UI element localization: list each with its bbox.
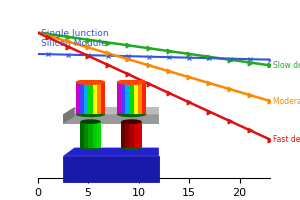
Bar: [138, 82, 142, 114]
Bar: [129, 82, 134, 114]
Bar: [97, 122, 101, 148]
Bar: [76, 82, 80, 114]
Polygon shape: [63, 107, 159, 114]
Bar: [80, 82, 84, 114]
Text: Moderate degra...: Moderate degra...: [273, 97, 300, 106]
Bar: [101, 82, 105, 114]
Text: Fast degradation: Fast degradation: [273, 135, 300, 144]
Ellipse shape: [121, 119, 142, 124]
Bar: [80, 122, 84, 148]
Bar: [121, 122, 125, 148]
Bar: [88, 122, 92, 148]
FancyBboxPatch shape: [63, 156, 159, 182]
Bar: [84, 82, 88, 114]
Bar: [130, 122, 134, 148]
Bar: [84, 122, 88, 148]
Bar: [92, 122, 97, 148]
Bar: [125, 122, 130, 148]
Polygon shape: [63, 107, 74, 124]
Ellipse shape: [121, 145, 142, 150]
Ellipse shape: [80, 145, 101, 150]
Bar: [125, 82, 129, 114]
Bar: [63, 114, 159, 124]
Ellipse shape: [117, 79, 146, 85]
Text: Single Junction
Silicon Module: Single Junction Silicon Module: [40, 29, 108, 48]
Text: Slow degradatio: Slow degradatio: [273, 61, 300, 70]
Bar: [97, 82, 101, 114]
Bar: [138, 122, 142, 148]
Ellipse shape: [80, 119, 101, 124]
Bar: [134, 82, 138, 114]
Ellipse shape: [76, 79, 105, 85]
Bar: [117, 82, 121, 114]
Bar: [121, 82, 125, 114]
Ellipse shape: [117, 111, 146, 117]
Bar: [93, 82, 97, 114]
Ellipse shape: [76, 111, 105, 117]
Bar: [134, 122, 138, 148]
Bar: [88, 82, 93, 114]
Polygon shape: [63, 148, 159, 156]
Bar: [142, 82, 146, 114]
